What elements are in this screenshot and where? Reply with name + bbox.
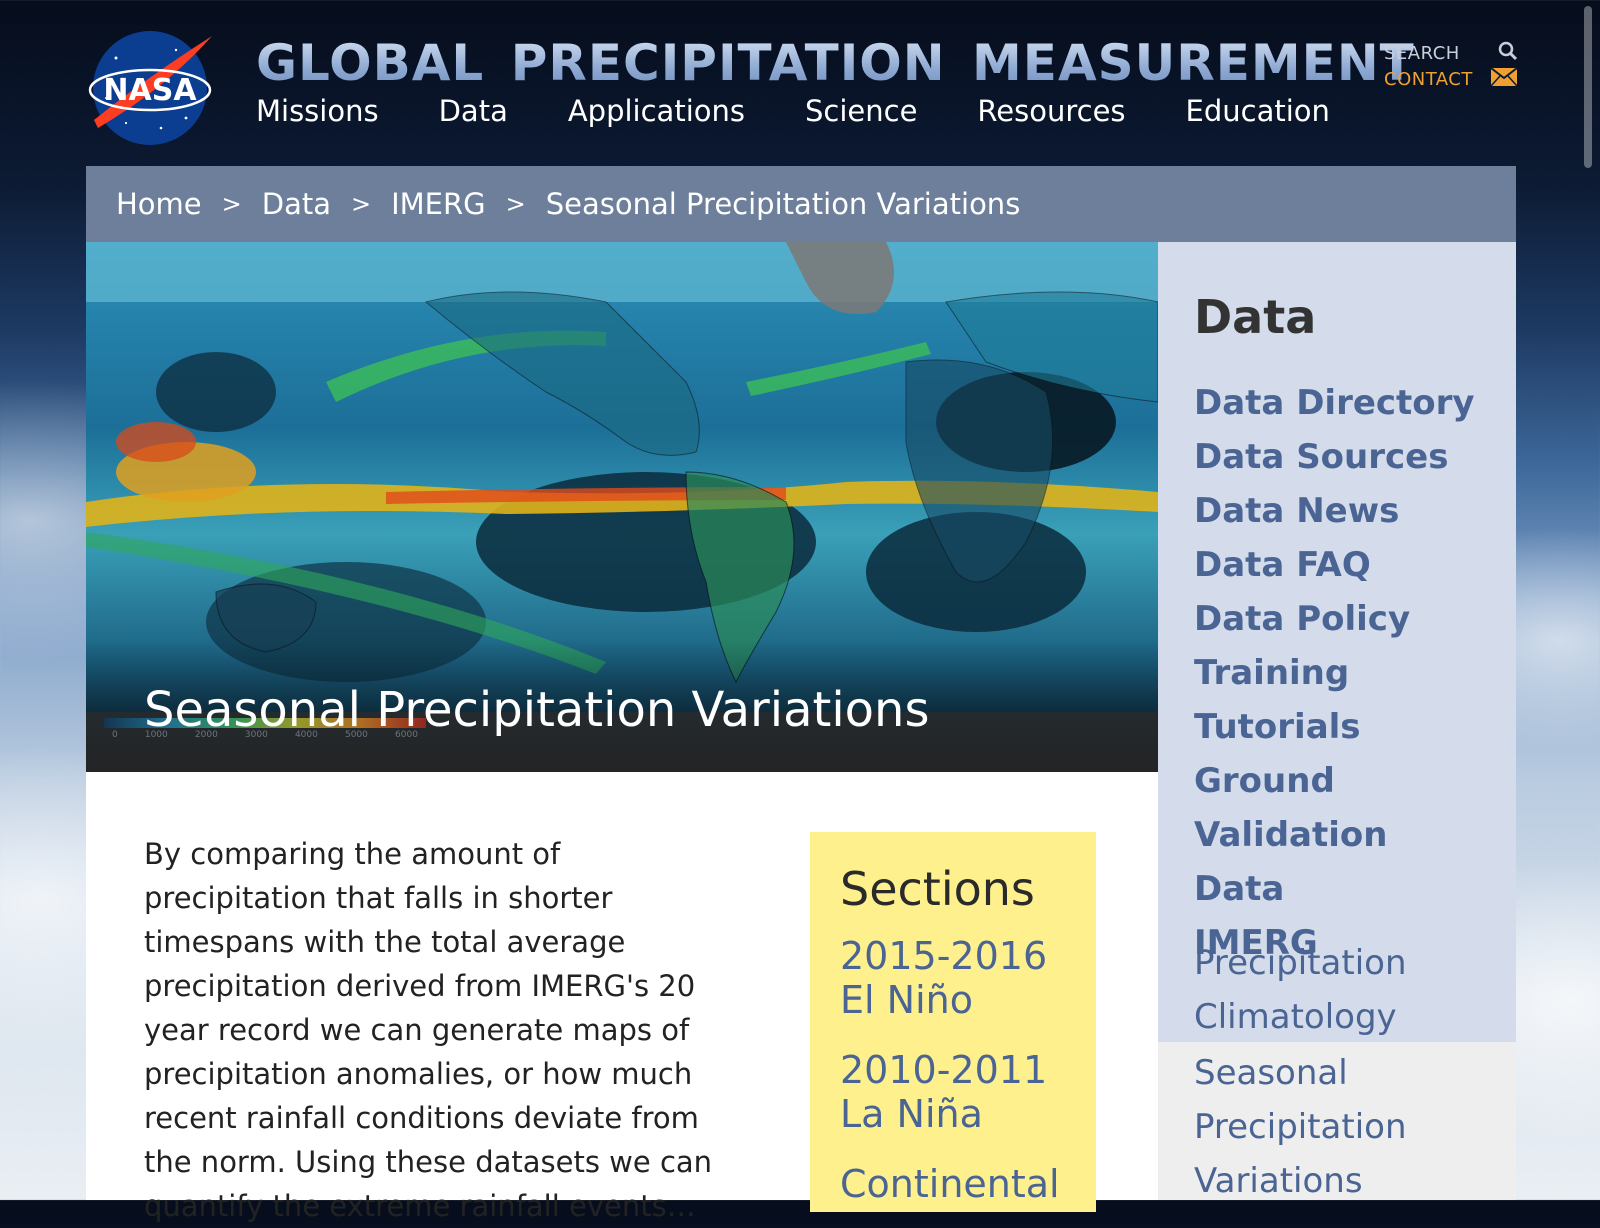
map-color-legend: 0 1000 2000 3000 4000 5000 6000: [104, 718, 426, 740]
nav-applications[interactable]: Applications: [567, 94, 745, 128]
main-content: By comparing the amount of precipitation…: [86, 772, 1158, 1223]
page-scrollbar[interactable]: [1584, 6, 1592, 168]
sidebar-item-ground-validation-data[interactable]: Ground Validation Data: [1194, 761, 1388, 909]
site-title[interactable]: GLOBAL PRECIPITATION MEASUREMENT: [256, 34, 1415, 92]
legend-tick: 1000: [144, 730, 168, 740]
search-link[interactable]: SEARCH: [1384, 40, 1518, 66]
sidebar-nav: Data Directory Data Sources Data News Da…: [1194, 376, 1516, 970]
breadcrumb-data[interactable]: Data: [261, 187, 331, 221]
nasa-logo[interactable]: NASA: [86, 28, 216, 146]
section-link-el-nino[interactable]: 2015-2016 El Niño: [840, 934, 1048, 1022]
sidebar-item-training[interactable]: Training: [1194, 653, 1350, 693]
contact-label: CONTACT: [1384, 68, 1473, 90]
legend-tick: 3000: [244, 730, 268, 740]
section-link-continental[interactable]: Continental: [840, 1162, 1060, 1206]
legend-ticks: 0 1000 2000 3000 4000 5000 6000: [104, 730, 426, 740]
sidebar-item-data-news[interactable]: Data News: [1194, 491, 1400, 531]
sidebar-subitem-seasonal-precipitation-variations[interactable]: Seasonal Precipitation Variations: [1194, 1053, 1407, 1201]
sidebar-subnav: Precipitation Climatology: [1194, 936, 1407, 1044]
sidebar: Data Data Directory Data Sources Data Ne…: [1158, 242, 1516, 1201]
legend-tick: 2000: [194, 730, 218, 740]
intro-paragraph: By comparing the amount of precipitation…: [144, 837, 713, 1223]
legend-tick: 4000: [294, 730, 318, 740]
nav-education[interactable]: Education: [1185, 94, 1330, 128]
legend-color-bar: [104, 718, 426, 728]
breadcrumb-separator: >: [351, 190, 372, 218]
sidebar-active-highlight: [1158, 1042, 1516, 1200]
nav-missions[interactable]: Missions: [256, 94, 379, 128]
legend-tick: 5000: [344, 730, 368, 740]
legend-tick: 6000: [395, 730, 418, 740]
svg-text:NASA: NASA: [103, 73, 197, 108]
contact-link[interactable]: CONTACT: [1384, 66, 1518, 92]
sections-box: Sections 2015-2016 El Niño 2010-2011 La …: [810, 832, 1096, 1212]
breadcrumb: Home > Data > IMERG > Seasonal Precipita…: [86, 166, 1516, 242]
sidebar-heading: Data: [1194, 290, 1317, 344]
breadcrumb-imerg[interactable]: IMERG: [391, 187, 486, 221]
main-nav: Missions Data Applications Science Resou…: [256, 94, 1390, 128]
nav-data[interactable]: Data: [438, 94, 508, 128]
nav-science[interactable]: Science: [805, 94, 918, 128]
sidebar-item-data-policy[interactable]: Data Policy: [1194, 599, 1411, 639]
breadcrumb-separator: >: [505, 190, 526, 218]
breadcrumb-separator: >: [221, 190, 242, 218]
precipitation-map-image: [86, 242, 1158, 772]
search-icon[interactable]: [1498, 41, 1518, 65]
nav-resources[interactable]: Resources: [977, 94, 1126, 128]
legend-tick: 0: [112, 730, 118, 740]
sidebar-item-tutorials[interactable]: Tutorials: [1194, 707, 1361, 747]
sidebar-item-data-directory[interactable]: Data Directory: [1194, 383, 1475, 423]
hero-banner: 0 1000 2000 3000 4000 5000 6000 Seasonal…: [86, 242, 1158, 772]
page-title: Seasonal Precipitation Variations: [144, 682, 930, 738]
mail-icon[interactable]: [1490, 67, 1518, 91]
sidebar-subitem-precipitation-climatology[interactable]: Precipitation Climatology: [1194, 943, 1407, 1037]
sidebar-item-imerg[interactable]: IMERG: [1194, 923, 1318, 963]
breadcrumb-home[interactable]: Home: [116, 187, 202, 221]
sidebar-item-data-sources[interactable]: Data Sources: [1194, 437, 1449, 477]
search-label: SEARCH: [1384, 42, 1460, 64]
sidebar-item-data-faq[interactable]: Data FAQ: [1194, 545, 1371, 585]
sections-heading: Sections: [840, 862, 1035, 916]
breadcrumb-current: Seasonal Precipitation Variations: [545, 187, 1021, 221]
utility-links: SEARCH CONTACT: [1384, 40, 1518, 92]
section-link-la-nina[interactable]: 2010-2011 La Niña: [840, 1048, 1048, 1136]
